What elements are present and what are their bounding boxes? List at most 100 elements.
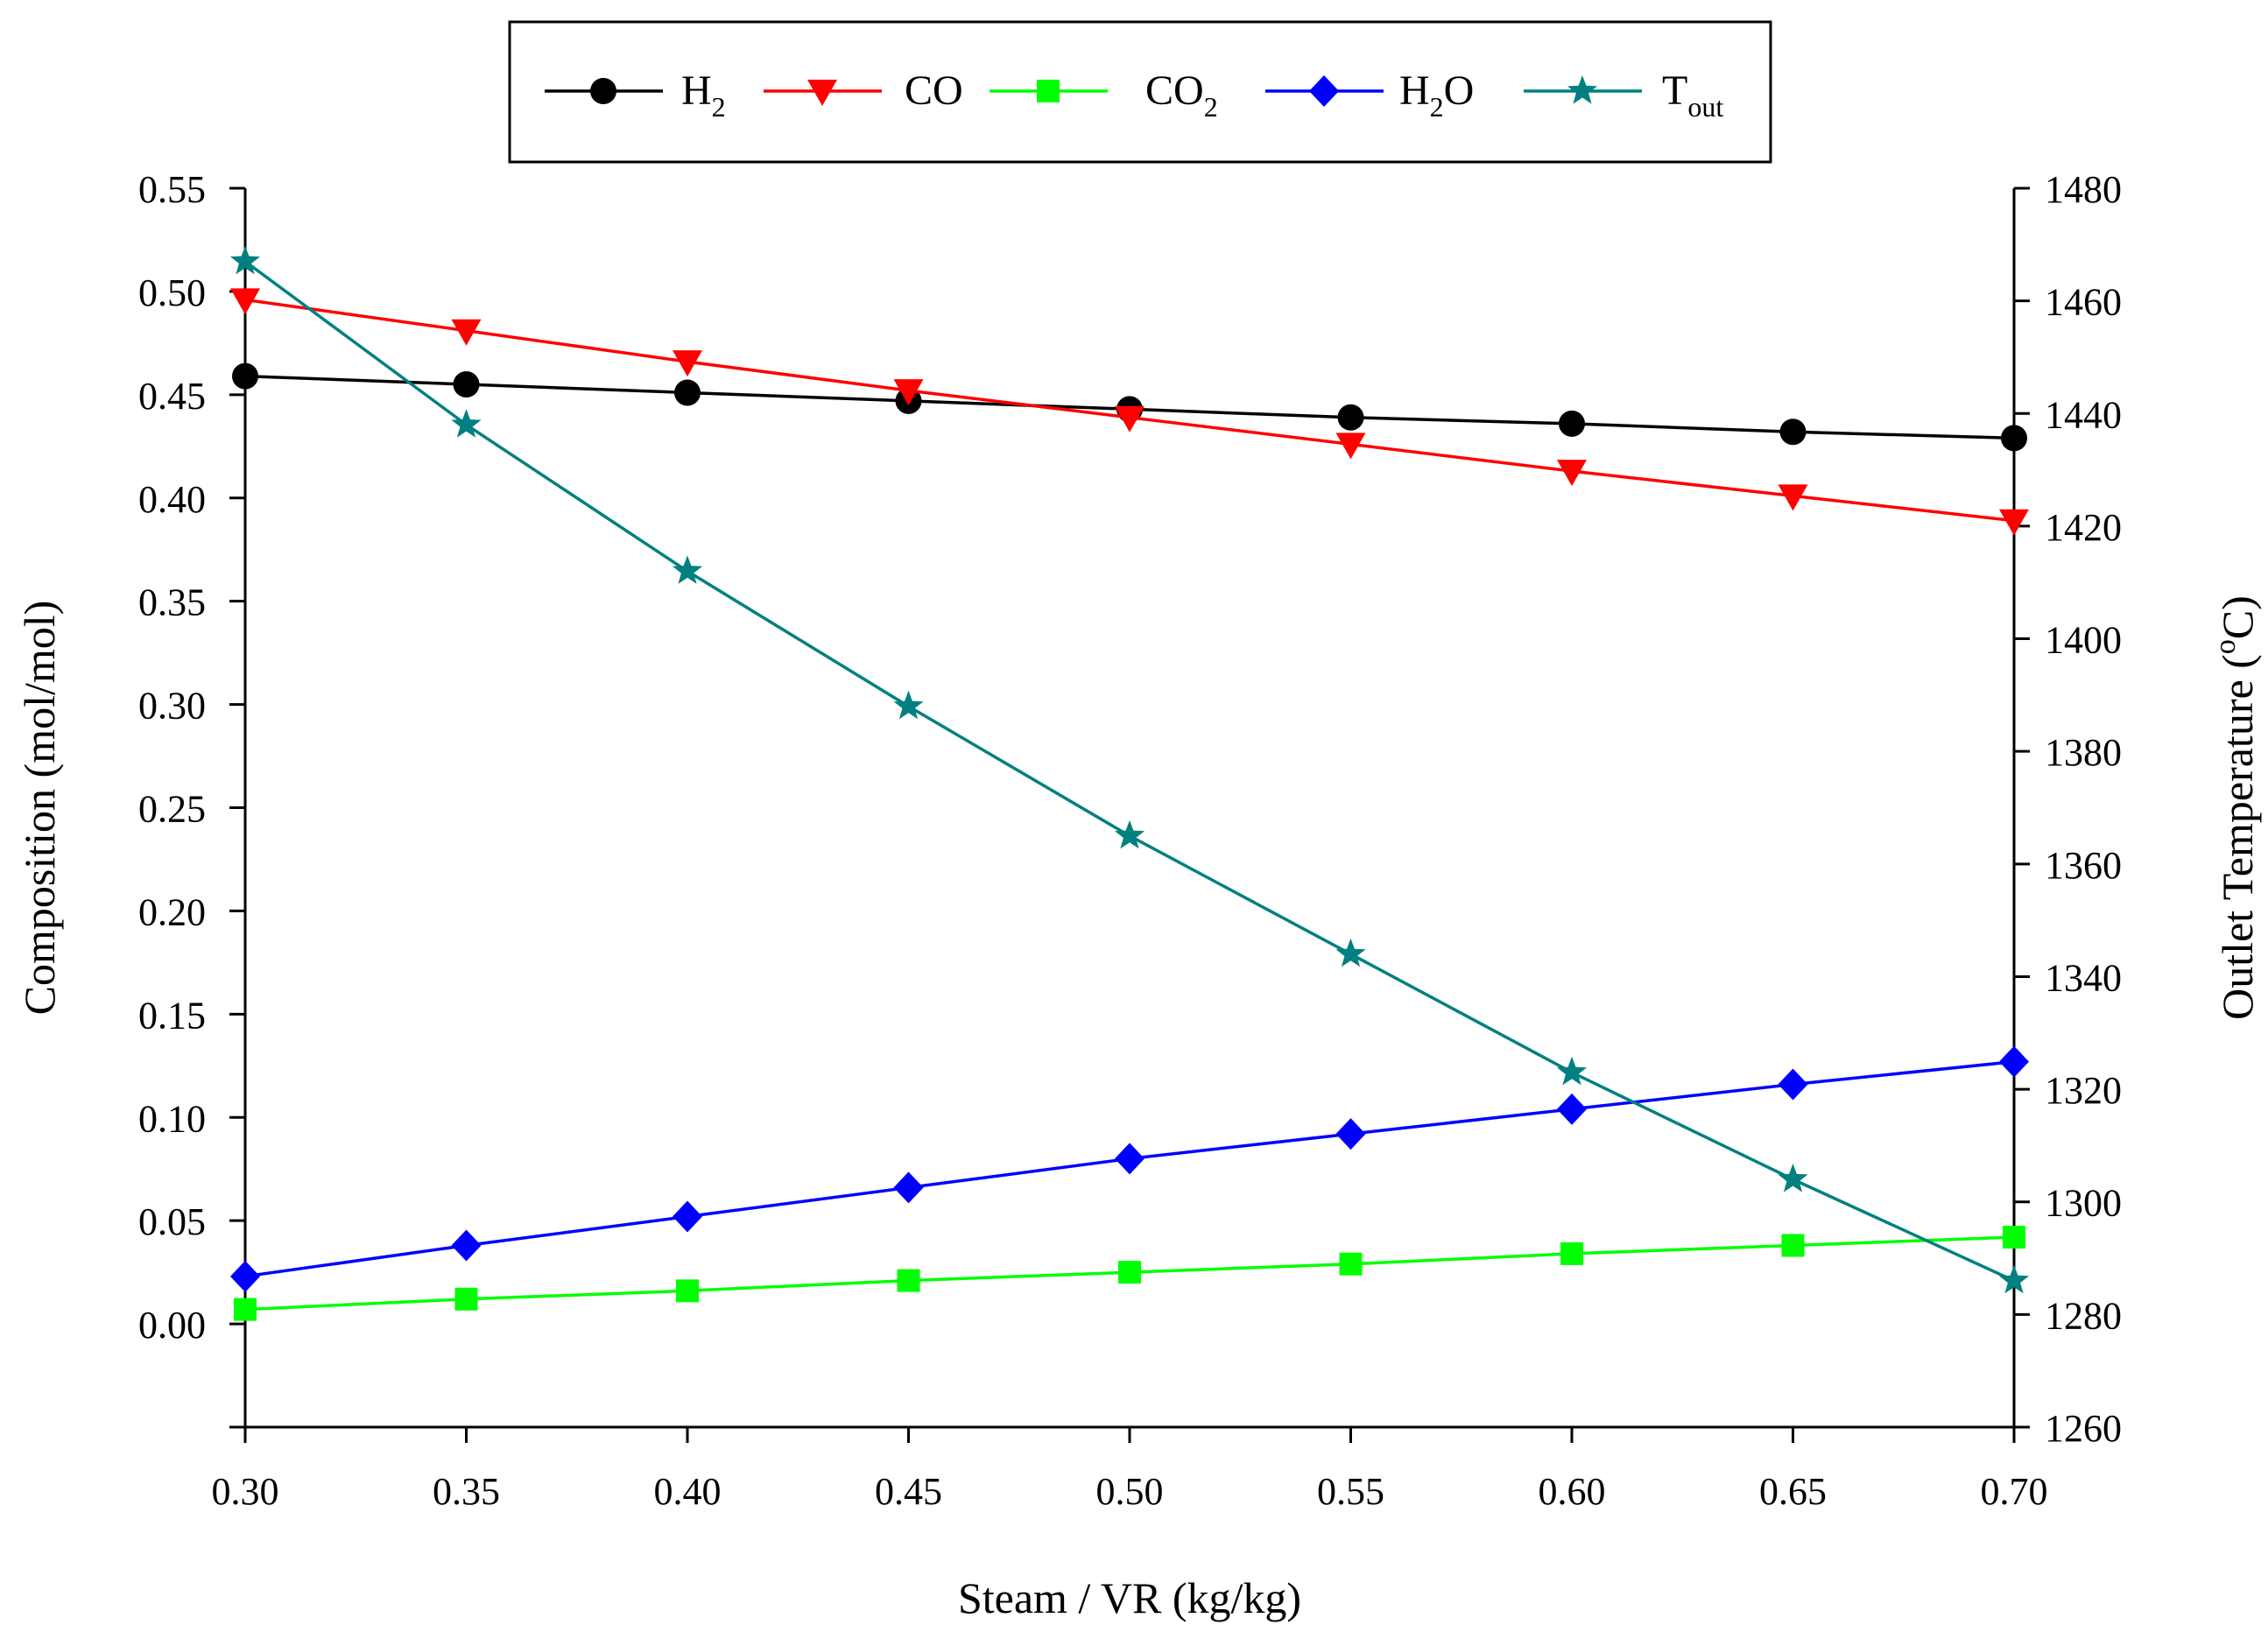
x-tick-label: 0.70 [1981,1470,2048,1513]
series-tout [229,245,2030,1294]
data-point-co2 [1118,1261,1141,1284]
y-tick-label: 0.25 [138,788,206,831]
x-tick-label: 0.65 [1759,1470,1827,1513]
data-point-tout [672,555,703,584]
y-tick-label: 0.10 [138,1097,206,1140]
legend-marker-co2 [1037,80,1060,102]
x-tick-label: 0.50 [1096,1470,1164,1513]
y-tick-label: 0.40 [138,478,206,521]
x-tick-label: 0.45 [875,1470,942,1513]
data-point-h2o [1115,1143,1145,1175]
y-tick-label: 0.05 [138,1200,206,1243]
legend-label-base: T [1662,67,1687,114]
y-tick-label: 0.15 [138,994,206,1037]
y-tick-label: 0.30 [138,685,206,728]
data-point-co [1335,433,1366,460]
data-point-h2o [893,1171,924,1204]
data-point-h2o [1778,1068,1808,1101]
data-point-co2 [454,1287,478,1311]
series-co [230,288,2029,536]
data-point-h2 [2001,425,2027,452]
y-tick-label: 0.50 [138,271,206,314]
x-tick-label: 0.60 [1539,1470,1606,1513]
data-point-co [230,288,260,315]
x-tick-label: 0.40 [654,1470,722,1513]
plot-area [229,245,2030,1321]
legend-label-h2: H2 [681,67,726,123]
data-point-co2 [1339,1252,1363,1276]
data-point-tout [1114,820,1145,849]
y2-axis-title-sup: o [2209,639,2242,654]
data-point-h2o [1999,1045,2029,1078]
legend-label-base: H [681,67,712,114]
data-point-co [893,379,924,406]
data-point-co [673,350,702,377]
axis-titles: Steam / VR (kg/kg) Composition (mol/mol)… [15,595,2262,1622]
data-point-co [1999,509,2029,536]
legend-label-tout: Tout [1662,67,1723,123]
y2-tick-label: 1360 [2045,844,2122,887]
y2-tick-label: 1380 [2045,731,2122,774]
data-point-h2o [1557,1093,1587,1125]
data-point-h2o [230,1260,260,1292]
data-point-co2 [1560,1242,1583,1265]
y2-tick-label: 1460 [2045,281,2122,324]
y2-tick-label: 1320 [2045,1069,2122,1112]
y2-tick-label: 1260 [2045,1407,2122,1450]
legend-label-sub: 2 [1204,91,1218,123]
data-point-tout [1556,1056,1588,1086]
data-point-tout [1778,1164,1808,1192]
data-point-tout [1335,938,1366,967]
legend-marker-h2o [1309,75,1339,107]
data-point-co2 [676,1279,699,1303]
data-point-h2o [673,1200,702,1233]
y2-tick-label: 1420 [2045,506,2122,549]
x-tick-label: 0.35 [433,1470,500,1513]
axes: 0.30 0.35 0.40 0.45 0.50 0.55 0.60 0.65 0.70 0.00… [138,168,2122,1513]
y-tick-label: 0.20 [138,890,206,933]
legend-label-co: CO [905,67,963,114]
y2-axis-title-base: Outlet Temperature ( [2213,654,2262,1020]
legend-label-base: H [1399,67,1430,114]
y-tick-label: 0.55 [138,168,206,211]
legend-label-base: CO [905,67,963,114]
data-point-h2 [1337,404,1364,431]
series-co2 [234,1226,2025,1321]
x-tick-label: 0.30 [212,1470,279,1513]
data-point-h2 [453,371,480,398]
y2-tick-label: 1280 [2045,1294,2122,1337]
legend-label-sub: out [1687,91,1723,123]
legend-item-co2: CO2 [990,67,1218,123]
data-point-h2 [1559,410,1585,437]
y2-tick-label: 1440 [2045,393,2122,436]
data-point-tout [1998,1264,2030,1294]
legend-label-tail: O [1444,67,1475,114]
legend-marker-h2 [590,78,616,104]
data-point-h2 [232,362,258,390]
legend-item-tout: Tout [1524,67,1723,123]
y-tick-label: 0.00 [138,1304,206,1347]
legend-item-h2: H2 [545,67,726,123]
y2-axis-title: Outlet Temperature (oC) [2209,595,2262,1020]
legend: H2 CO CO2 H2O Tout [508,20,1772,164]
y2-tick-label: 1340 [2045,956,2122,999]
y-axis-title: Composition (mol/mol) [15,601,64,1016]
legend-marker-tout [1567,75,1598,104]
data-point-co2 [2003,1226,2025,1249]
y2-axis-title-tail: C) [2213,595,2262,639]
data-point-co2 [897,1269,920,1292]
data-point-tout [229,245,261,275]
y2-tick-label: 1400 [2045,619,2122,662]
legend-marker-co [807,80,837,106]
x-tick-label: 0.55 [1317,1470,1384,1513]
y-tick-label: 0.45 [138,375,206,418]
data-point-tout [893,690,924,720]
data-point-co [1557,460,1587,487]
data-point-h2o [1335,1118,1366,1150]
data-point-co [451,319,482,346]
data-point-h2 [1779,419,1807,446]
y2-tick-label: 1300 [2045,1182,2122,1225]
legend-item-co: CO [764,67,963,114]
